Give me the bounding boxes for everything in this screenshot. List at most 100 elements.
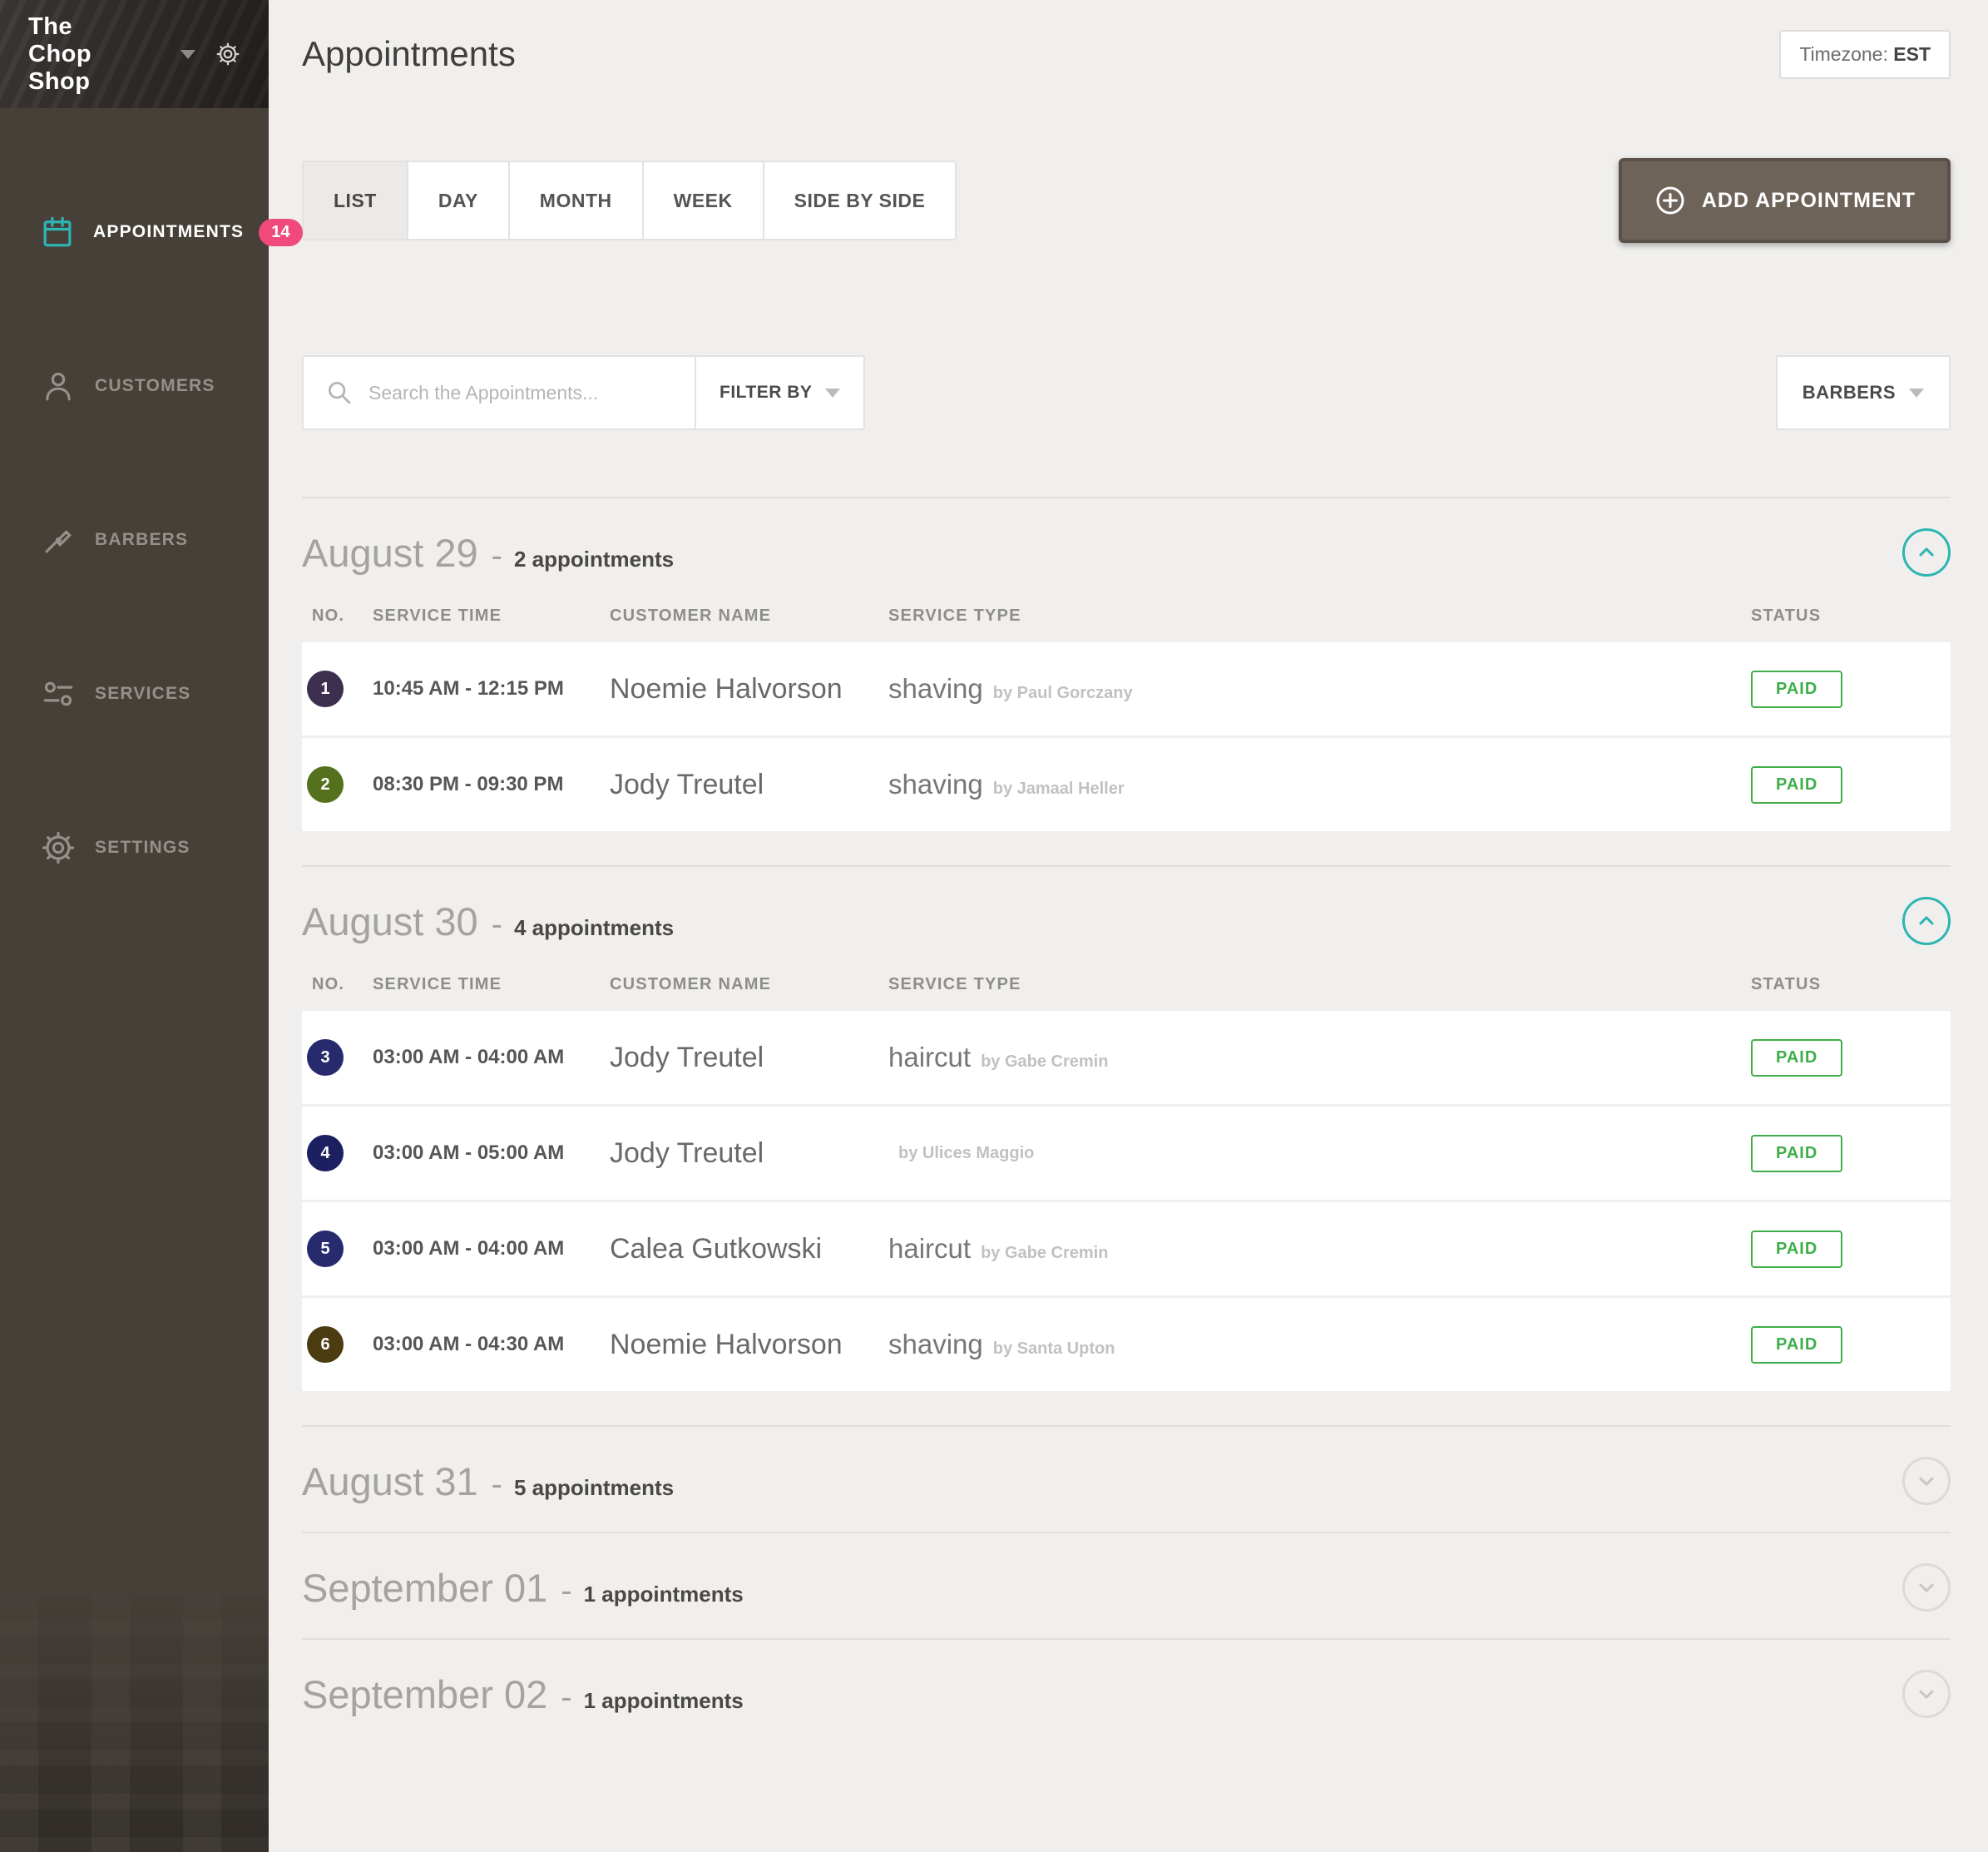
view-tabs: LIST DAY MONTH WEEK SIDE BY SIDE — [302, 161, 957, 240]
status-badge: PAID — [1751, 1134, 1843, 1172]
section-dash: - — [491, 1465, 502, 1503]
filter-by-button[interactable]: FILTER BY — [695, 357, 863, 428]
table-header-row: NO. SERVICE TIME CUSTOMER NAME SERVICE T… — [302, 972, 1951, 1011]
section-date: August 29 — [302, 530, 478, 575]
rows: 3 03:00 AM - 04:00 AM Jody Treutel hairc… — [302, 1011, 1951, 1425]
service-type: shaving — [888, 769, 983, 800]
customer-name: Jody Treutel — [610, 1041, 764, 1073]
section-toggle-button[interactable] — [1902, 1563, 1951, 1612]
column-header-status: STATUS — [1751, 975, 1822, 993]
row-number: 3 — [307, 1039, 344, 1076]
section-dash: - — [561, 1572, 572, 1609]
service-barber: by Santa Upton — [992, 1339, 1115, 1358]
service-barber: by Gabe Cremin — [981, 1244, 1109, 1262]
search-box — [304, 357, 695, 428]
sidebar-item-appointments[interactable]: APPOINTMENTS 14 — [0, 206, 303, 258]
rows: 1 10:45 AM - 12:15 PM Noemie Halvorson s… — [302, 642, 1951, 865]
add-appointment-button[interactable]: ADD APPOINTMENT — [1618, 158, 1951, 243]
column-header-no: NO. — [312, 975, 345, 993]
column-header-customer-name: CUSTOMER NAME — [610, 975, 772, 993]
column-header-service-time: SERVICE TIME — [373, 975, 502, 993]
sidebar-item-barbers[interactable]: BARBERS — [0, 514, 269, 566]
customer-name: Noemie Halvorson — [610, 672, 843, 705]
appointment-row[interactable]: 1 10:45 AM - 12:15 PM Noemie Halvorson s… — [302, 642, 1951, 735]
tab-month[interactable]: MONTH — [507, 161, 644, 240]
appointments-section: August 30 - 4 appointments NO. SERVICE T… — [302, 865, 1951, 1425]
section-body: NO. SERVICE TIME CUSTOMER NAME SERVICE T… — [302, 972, 1951, 1425]
services-icon — [40, 676, 77, 712]
sidebar-item-label: CUSTOMERS — [95, 376, 215, 395]
customer-name: Noemie Halvorson — [610, 1328, 843, 1360]
section-date: August 30 — [302, 899, 478, 943]
column-header-customer-name: CUSTOMER NAME — [610, 607, 772, 625]
tab-day[interactable]: DAY — [406, 161, 510, 240]
appointment-row[interactable]: 5 03:00 AM - 04:00 AM Calea Gutkowski ha… — [302, 1202, 1951, 1295]
section-header: September 02 - 1 appointments — [302, 1640, 1951, 1745]
timezone-button[interactable]: Timezone: EST — [1779, 29, 1951, 79]
appointment-row[interactable]: 2 08:30 PM - 09:30 PM Jody Treutel shavi… — [302, 738, 1951, 831]
column-header-status: STATUS — [1751, 607, 1822, 625]
section-dash: - — [561, 1678, 572, 1716]
sidebar: The Chop Shop — [0, 0, 303, 1852]
appointments-section: September 02 - 1 appointments — [302, 1638, 1951, 1745]
customer-name: Jody Treutel — [610, 1136, 764, 1169]
section-toggle-button[interactable] — [1902, 1670, 1951, 1718]
section-toggle-button[interactable] — [1902, 528, 1951, 577]
barbers-dropdown[interactable]: BARBERS — [1775, 355, 1951, 430]
tab-list[interactable]: LIST — [302, 161, 408, 240]
section-count: 1 appointments — [583, 1581, 744, 1607]
service-time: 03:00 AM - 05:00 AM — [373, 1141, 565, 1164]
appointment-row[interactable]: 4 03:00 AM - 05:00 AM Jody Treutel by Ul… — [302, 1107, 1951, 1200]
service-type: shaving — [888, 1329, 983, 1359]
service-time: 08:30 PM - 09:30 PM — [373, 773, 564, 795]
status-badge: PAID — [1751, 765, 1843, 804]
page-title: Appointments — [302, 34, 516, 73]
tab-side-by-side[interactable]: SIDE BY SIDE — [762, 161, 957, 240]
appointments-section: September 01 - 1 appointments — [302, 1532, 1951, 1638]
search-input[interactable] — [368, 381, 673, 404]
chevron-down-icon — [1909, 388, 1924, 398]
chevron-down-icon — [825, 388, 841, 398]
gear-icon — [40, 829, 77, 866]
row-number: 1 — [307, 671, 344, 707]
row-number: 6 — [307, 1326, 344, 1363]
search-group: FILTER BY — [302, 355, 866, 430]
chevron-down-icon[interactable] — [181, 49, 195, 59]
column-header-no: NO. — [312, 607, 345, 625]
page-header: Appointments Timezone: EST — [302, 0, 1951, 108]
appointment-row[interactable]: 3 03:00 AM - 04:00 AM Jody Treutel hairc… — [302, 1011, 1951, 1104]
sidebar-photo — [0, 1594, 269, 1852]
section-header: August 30 - 4 appointments — [302, 867, 1951, 972]
gear-icon[interactable] — [215, 42, 240, 67]
section-toggle-button[interactable] — [1902, 897, 1951, 945]
section-count: 4 appointments — [514, 914, 675, 940]
appointment-row[interactable]: 6 03:00 AM - 04:30 AM Noemie Halvorson s… — [302, 1298, 1951, 1391]
appointments-section: August 29 - 2 appointments NO. SERVICE T… — [302, 497, 1951, 865]
customer-name: Jody Treutel — [610, 768, 764, 800]
section-count: 1 appointments — [583, 1687, 744, 1713]
brand-row: The Chop Shop — [0, 0, 269, 108]
section-toggle-button[interactable] — [1902, 1457, 1951, 1505]
section-title: August 31 - 5 appointments — [302, 1458, 674, 1504]
status-badge: PAID — [1751, 1325, 1843, 1364]
service-time: 03:00 AM - 04:30 AM — [373, 1333, 565, 1355]
appointments-badge: 14 — [259, 218, 303, 246]
section-title: August 30 - 4 appointments — [302, 899, 674, 944]
barbers-label: BARBERS — [1802, 382, 1896, 403]
section-title: September 01 - 1 appointments — [302, 1565, 744, 1611]
filter-by-label: FILTER BY — [720, 383, 813, 402]
sidebar-item-settings[interactable]: SETTINGS — [0, 822, 269, 874]
section-date: August 31 — [302, 1458, 478, 1503]
tab-week[interactable]: WEEK — [641, 161, 764, 240]
plus-circle-icon — [1654, 184, 1687, 217]
section-count: 5 appointments — [514, 1474, 675, 1500]
service-barber: by Paul Gorczany — [992, 684, 1133, 702]
section-header: September 01 - 1 appointments — [302, 1533, 1951, 1638]
status-badge: PAID — [1751, 670, 1843, 708]
section-body: NO. SERVICE TIME CUSTOMER NAME SERVICE T… — [302, 603, 1951, 865]
calendar-icon — [40, 214, 75, 250]
sidebar-item-services[interactable]: SERVICES — [0, 668, 269, 720]
column-header-service-type: SERVICE TYPE — [888, 607, 1021, 625]
sidebar-item-customers[interactable]: CUSTOMERS — [0, 360, 269, 412]
